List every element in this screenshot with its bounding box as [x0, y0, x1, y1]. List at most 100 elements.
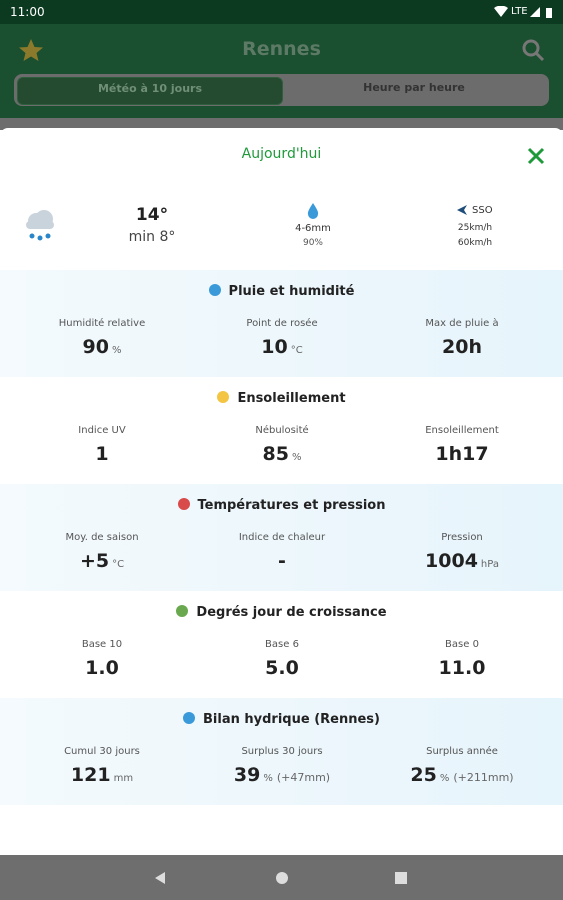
value: 1004 — [425, 550, 478, 572]
value: 1 — [95, 443, 109, 465]
section-title: Températures et pression — [0, 498, 563, 513]
section: Températures et pression Moy. de saison +5… — [0, 484, 563, 591]
min-temperature: min 8° — [128, 229, 176, 245]
section-icon — [217, 391, 230, 403]
metric-value: 25% (+211mm) — [372, 764, 552, 786]
section: Degrés jour de croissance Base 10 1.0 Base … — [0, 591, 563, 698]
extra: (+211mm) — [453, 771, 514, 784]
overlay — [0, 118, 563, 130]
wind-arrow — [457, 205, 467, 215]
metric-value: 1.0 — [12, 657, 192, 679]
metric-value: 85% — [192, 443, 372, 465]
value: 10 — [261, 336, 288, 358]
unit: °C — [290, 345, 303, 356]
metric-label: Cumul 30 jours — [64, 746, 140, 757]
close-button[interactable] — [527, 147, 545, 165]
tab[interactable]: Heure par heure — [363, 81, 465, 94]
wind-gust: 60km/h — [457, 238, 493, 248]
rain-amount: 4-6mm — [295, 223, 331, 234]
value: 85 — [262, 443, 289, 465]
app-bar: Rennes Météo à 10 jours Heure par heure — [0, 24, 563, 128]
metric-label: Surplus 30 jours — [241, 746, 323, 757]
value: 11.0 — [438, 657, 486, 679]
metric-label: Base 0 — [445, 639, 479, 650]
rain-probability: 90% — [302, 238, 323, 248]
metric-value: 11.0 — [372, 657, 552, 679]
value: 20h — [442, 336, 482, 358]
metric-value: 1h17 — [372, 443, 552, 465]
unit: % — [263, 773, 273, 784]
section-title-text: Bilan hydrique (Rennes) — [203, 712, 380, 727]
status-icons — [494, 6, 552, 18]
metric-value: - — [192, 550, 372, 572]
extra: (+47mm) — [276, 771, 331, 784]
value: 1.0 — [85, 657, 119, 679]
nav-buttons[interactable] — [150, 869, 420, 887]
section-icon — [177, 498, 190, 510]
metric-value: 1 — [12, 443, 192, 465]
metric-value: 10 °C — [192, 336, 372, 358]
day-detail-sheet: Aujourd'hui 14° min 8° 4-6mm 90% SSO 25k… — [0, 128, 563, 855]
temperature: 14° — [135, 205, 169, 225]
metric-label: Base 6 — [265, 639, 299, 650]
unit: hPa — [480, 559, 499, 570]
metric-label: Pression — [441, 532, 483, 543]
section-title-text: Degrés jour de croissance — [196, 605, 387, 620]
value: - — [278, 550, 286, 572]
value: 121 — [70, 764, 111, 786]
metric-value: 39% (+47mm) — [192, 764, 372, 786]
search-button[interactable] — [521, 38, 545, 62]
metric-label: Ensoleillement — [425, 425, 499, 436]
section-icon — [176, 605, 189, 617]
unit: mm — [113, 773, 134, 784]
value: 39 — [233, 764, 261, 786]
metric-label: Base 10 — [81, 639, 123, 650]
metric-label: Indice de chaleur — [238, 532, 326, 543]
city-title: Rennes — [242, 38, 321, 60]
metric-label: Moy. de saison — [65, 532, 139, 543]
value: +5 — [79, 550, 110, 572]
tab[interactable]: Météo à 10 jours — [17, 77, 283, 105]
section-title-text: Pluie et humidité — [228, 284, 355, 299]
value: 1h17 — [435, 443, 489, 465]
sheet-title: Aujourd'hui — [241, 146, 322, 162]
section-title: Bilan hydrique (Rennes) — [0, 712, 563, 727]
section-title: Ensoleillement — [0, 391, 563, 406]
weather-icon — [26, 210, 54, 241]
wind-speed: 25km/h — [457, 223, 493, 233]
section: Pluie et humidité Humidité relative 90% Poi… — [0, 270, 563, 377]
section-title: Pluie et humidité — [0, 284, 563, 299]
section-title: Degrés jour de croissance — [0, 605, 563, 620]
section: Bilan hydrique (Rennes) Cumul 30 jours 121… — [0, 698, 563, 805]
unit: % — [111, 345, 122, 356]
unit: °C — [112, 559, 125, 570]
time: 11:00 — [10, 5, 45, 19]
section-icon — [183, 712, 196, 724]
section-title-text: Températures et pression — [197, 498, 386, 513]
metric-value: 20h — [372, 336, 552, 358]
network: LTE — [511, 6, 528, 17]
metric-value: 5.0 — [192, 657, 372, 679]
status-bar: 11:00 LTE — [0, 0, 563, 24]
metric-label: Max de pluie à — [425, 318, 499, 329]
unit: % — [439, 773, 450, 784]
metric-label: Nébulosité — [255, 425, 309, 436]
metric-value: 121 mm — [12, 764, 192, 786]
metric-value: 90% — [12, 336, 192, 358]
wind-direction: SSO — [472, 205, 493, 216]
metric-label: Surplus année — [426, 746, 498, 757]
section: Ensoleillement Indice UV 1 Nébulosité 85% Ens… — [0, 377, 563, 484]
metric-label: Point de rosée — [246, 318, 318, 329]
section-title-text: Ensoleillement — [237, 391, 346, 406]
metric-label: Indice UV — [78, 425, 126, 436]
value: 5.0 — [265, 657, 299, 679]
metric-value: +5 °C — [12, 550, 192, 572]
metric-label: Humidité relative — [58, 318, 146, 329]
tab-bar: Météo à 10 jours Heure par heure — [14, 74, 549, 106]
section-icon — [208, 284, 221, 296]
metric-value: 1004 hPa — [372, 550, 552, 572]
favorite-star[interactable] — [18, 38, 44, 62]
navigation-bar — [0, 855, 563, 900]
value: 90 — [82, 336, 109, 358]
